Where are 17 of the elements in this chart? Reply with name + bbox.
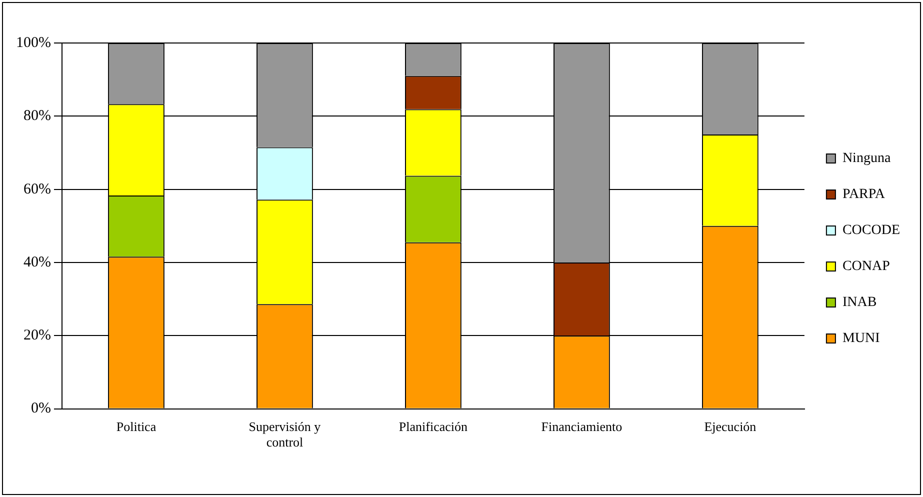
y-tick-label: 80% [23,108,51,124]
legend-label: CONAP [842,259,890,274]
x-tick-label: Planificación [398,419,468,434]
y-tick-label: 40% [23,254,51,270]
legend-label: INAB [842,295,877,310]
x-tick-label: Ejecución [704,419,757,434]
x-tick-label: Supervisión y control [248,419,322,450]
legend-label: PARPA [842,187,886,202]
y-tick-label: 0% [30,400,51,417]
y-tick-label: 100% [16,34,51,51]
legend-label: MUNI [842,331,880,346]
y-tick-label: 60% [23,181,51,198]
legend-label: Ninguna [842,151,892,166]
y-tick-label: 20% [23,328,51,344]
legend-label: COCODE [842,223,900,238]
x-tick-label: Politica [116,419,156,434]
x-tick-label: Financiamiento [541,419,622,434]
